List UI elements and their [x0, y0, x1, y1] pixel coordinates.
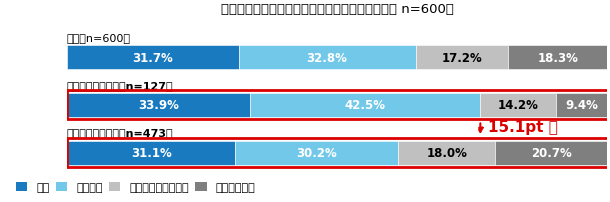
- Bar: [480, 94, 556, 117]
- Text: 20.7%: 20.7%: [531, 146, 572, 159]
- Text: 31.1%: 31.1%: [131, 146, 171, 159]
- Text: 不登校の経験なし（n=473）: 不登校の経験なし（n=473）: [66, 128, 173, 138]
- Text: 33.9%: 33.9%: [138, 99, 179, 112]
- Text: 17.2%: 17.2%: [442, 51, 483, 64]
- Text: 30.2%: 30.2%: [296, 146, 337, 159]
- Text: 9.4%: 9.4%: [565, 99, 598, 112]
- Text: 31.7%: 31.7%: [132, 51, 173, 64]
- Text: 14.2%: 14.2%: [498, 99, 539, 112]
- Text: 不登校の経験あり（n=127）: 不登校の経験あり（n=127）: [66, 80, 173, 90]
- Bar: [415, 46, 508, 70]
- Bar: [495, 141, 607, 165]
- Bar: [239, 46, 415, 70]
- Bar: [235, 141, 398, 165]
- Text: 全体（n=600）: 全体（n=600）: [66, 33, 131, 42]
- Bar: [250, 94, 480, 117]
- Text: 18.0%: 18.0%: [426, 146, 467, 159]
- Bar: [556, 94, 607, 117]
- Text: 32.8%: 32.8%: [307, 51, 348, 64]
- Bar: [508, 46, 607, 70]
- Text: 42.5%: 42.5%: [345, 99, 386, 112]
- Legend: 心配, やや心配, あまり心配ではない, 心配ではない: 心配, やや心配, あまり心配ではない, 心配ではない: [12, 177, 260, 197]
- Bar: [67, 141, 235, 165]
- Title: 社会性が身に付かないのではないか（単数回答／ n=600）: 社会性が身に付かないのではないか（単数回答／ n=600）: [221, 3, 454, 16]
- Bar: [398, 141, 495, 165]
- Text: 18.3%: 18.3%: [537, 51, 578, 64]
- Bar: [67, 94, 250, 117]
- Bar: [67, 46, 239, 70]
- Text: 15.1pt 差: 15.1pt 差: [489, 119, 558, 134]
